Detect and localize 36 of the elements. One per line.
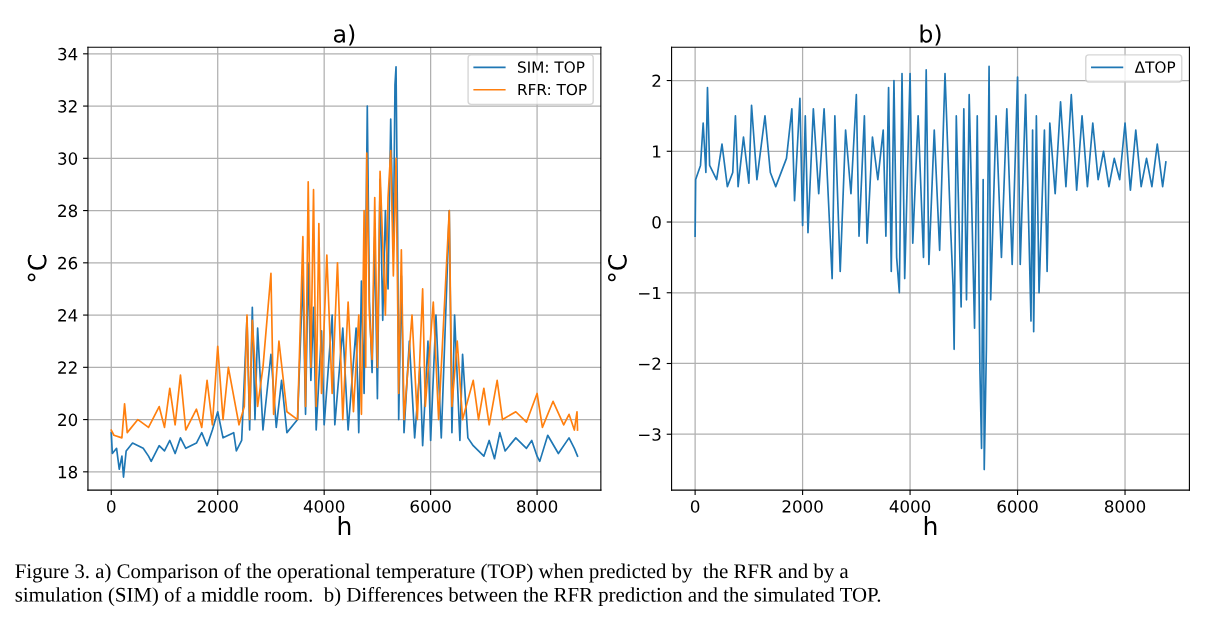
- legend-label: ΔTOP: [1134, 61, 1176, 73]
- x-tick-label: 6000: [410, 500, 451, 513]
- x-tick-label: 0: [690, 500, 700, 513]
- y-tick-label: 28: [58, 204, 78, 218]
- y-tick-label: −3: [639, 428, 661, 441]
- y-tick-label: −2: [639, 357, 661, 370]
- y-tick-label: 26: [58, 256, 78, 270]
- x-tick-label: 2000: [197, 500, 238, 513]
- y-axis-title: °C: [607, 255, 627, 282]
- y-tick-label: 34: [58, 47, 78, 61]
- y-tick-label: 1: [653, 145, 661, 158]
- x-axis-title: h: [338, 515, 351, 535]
- line-series: [110, 149, 579, 439]
- legend-label: SIM: TOP: [518, 61, 585, 73]
- x-tick-label: 0: [107, 500, 116, 513]
- x-tick-label: 4000: [303, 500, 345, 513]
- y-tick-label: 18: [58, 465, 78, 479]
- x-axis-title: h: [924, 515, 937, 535]
- x-tick-label: 8000: [517, 500, 558, 513]
- y-tick-label: 0: [652, 215, 661, 229]
- y-axis-title: °C: [27, 255, 47, 282]
- y-tick-label: 2: [652, 74, 661, 87]
- x-tick-label: 2000: [782, 500, 823, 513]
- y-tick-label: 30: [58, 152, 78, 165]
- x-tick-label: 6000: [997, 500, 1038, 513]
- legend-label: RFR: TOP: [518, 83, 587, 96]
- x-tick-label: 4000: [889, 500, 931, 513]
- chart-title: a): [333, 24, 355, 46]
- y-tick-label: 24: [58, 309, 78, 322]
- y-tick-label: 22: [58, 361, 77, 374]
- y-tick-label: −1: [639, 286, 661, 300]
- y-tick-label: 20: [58, 413, 78, 427]
- y-tick-label: 32: [58, 100, 77, 113]
- x-tick-label: 8000: [1104, 500, 1146, 513]
- caption: Figure 3. a) Comparison of the operational temperature (TOP) when predicted by the RFR and by a simulation (SIM) of a middle room. b) Differences between the RFR prediction and the simulated TOP.: [15, 563, 881, 607]
- chart-title: b): [920, 24, 941, 46]
